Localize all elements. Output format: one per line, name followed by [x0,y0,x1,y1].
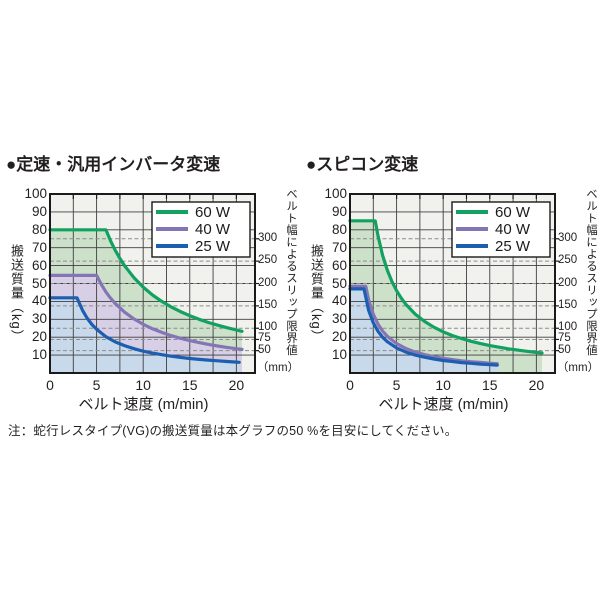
y-tick-label: 80 [331,221,347,237]
legend-row-25w: 25 W [156,237,231,255]
plot-area [48,193,259,374]
legend-label: 40 W [495,220,531,238]
x-axis-label: ベルト速度 (m/min) [78,396,209,413]
y-tick-label: 70 [331,239,347,255]
right-axis-tick-label: 200 [558,276,578,289]
legend-row-25w: 25 W [456,237,531,255]
series-line-60w [348,219,544,355]
y-tick-label: 70 [31,239,47,255]
right-axis-label: ベルト幅によるスリップ限界値 [285,188,297,356]
right-axis-tick-label: 50 [258,343,271,356]
right-axis-tick-label: 50 [558,343,571,356]
y-tick-label: 50 [31,275,47,291]
x-tick-label: 15 [481,377,498,393]
y-tick-label: 20 [331,329,347,345]
legend-swatch-60w [156,210,188,214]
x-tick-label: 0 [346,377,354,393]
y-tick-label: 40 [31,293,47,309]
plot-border [49,193,256,374]
right-axis-label: ベルト幅によるスリップ限界値 [585,188,597,356]
y-tick-label: 100 [324,186,347,201]
footnote: 注：蛇行レスタイプ(VG)の搬送質量は本グラフの50 %を目安にしてください。 [8,424,458,438]
right-axis-tick-label: 75 [558,332,571,345]
y-tick-label: 20 [31,329,47,345]
x-tick-label: 10 [135,377,151,393]
right-axis-tick-label: 150 [258,298,278,311]
series-line-25w [48,296,241,364]
legend-label: 60 W [495,203,531,221]
legend-swatch-40w [156,227,188,231]
y-tick-label: 60 [31,257,47,273]
y-tick-label: 10 [331,347,347,363]
legend-row-60w: 60 W [456,203,531,221]
legend-row-60w: 60 W [156,203,231,221]
y-axis-label: 搬送質量（kg） [309,244,324,344]
right-axis-unit: （mm） [256,362,300,374]
x-tick-label: 10 [435,377,451,393]
legend-swatch-25w [456,244,488,248]
legend-label: 25 W [495,237,531,255]
y-tick-label: 100 [24,186,47,201]
right-axis-tick-label: 300 [258,231,278,244]
right-axis-tick-label: 100 [558,321,578,334]
y-tick-label: 50 [331,275,347,291]
right-axis-tick-label: 150 [558,298,578,311]
series-line-60w [48,228,244,333]
series-fill-25w [350,288,498,373]
legend-label: 40 W [195,220,231,238]
legend-row-40w: 40 W [456,220,531,238]
y-tick-label: 60 [331,257,347,273]
legend-swatch-40w [456,227,488,231]
chart-title: ●スピコン変速 [306,155,419,174]
x-tick-label: 5 [92,377,101,393]
legend-swatch-60w [456,210,488,214]
right-axis-tick-label: 75 [258,332,271,345]
series-fill-60w [350,220,542,373]
series-line-25w [348,287,499,367]
right-axis-tick-label: 200 [258,276,278,289]
right-axis-tick-label: 300 [558,231,578,244]
y-tick-label: 90 [331,203,347,219]
x-tick-label: 20 [528,377,545,393]
plot-border [349,193,556,374]
x-axis-label: ベルト速度 (m/min) [378,396,509,413]
legend-label: 60 W [195,203,231,221]
y-tick-label: 80 [31,221,47,237]
x-tick-label: 20 [228,377,245,393]
series-fill-25w [50,297,240,373]
x-tick-label: 0 [46,377,54,393]
x-tick-label: 5 [392,377,401,393]
legend-row-40w: 40 W [156,220,231,238]
series-line-40w [48,273,244,351]
chart-speed-controller: ●スピコン変速 搬送質量（kg） ベルト速度 (m/min) ベルト幅によるスリ… [300,148,600,428]
right-axis-unit: （mm） [556,362,600,374]
y-axis-label: 搬送質量（kg） [9,244,24,344]
right-axis-tick-label: 250 [258,254,278,267]
right-axis-tick-label: 100 [258,321,278,334]
y-tick-label: 40 [331,293,347,309]
chart-title: ●定速・汎用インバータ変速 [6,155,221,174]
y-tick-label: 30 [31,311,47,327]
y-tick-label: 30 [331,311,347,327]
x-tick-label: 15 [181,377,198,393]
plot-area [348,193,559,374]
legend-label: 25 W [195,237,231,255]
legend-swatch-25w [156,244,188,248]
y-tick-label: 10 [31,347,47,363]
chart-fixed-speed-inverter: ●定速・汎用インバータ変速 搬送質量（kg） ベルト速度 (m/min) ベルト… [0,148,300,428]
y-tick-label: 90 [31,203,47,219]
right-axis-tick-label: 250 [558,254,578,267]
